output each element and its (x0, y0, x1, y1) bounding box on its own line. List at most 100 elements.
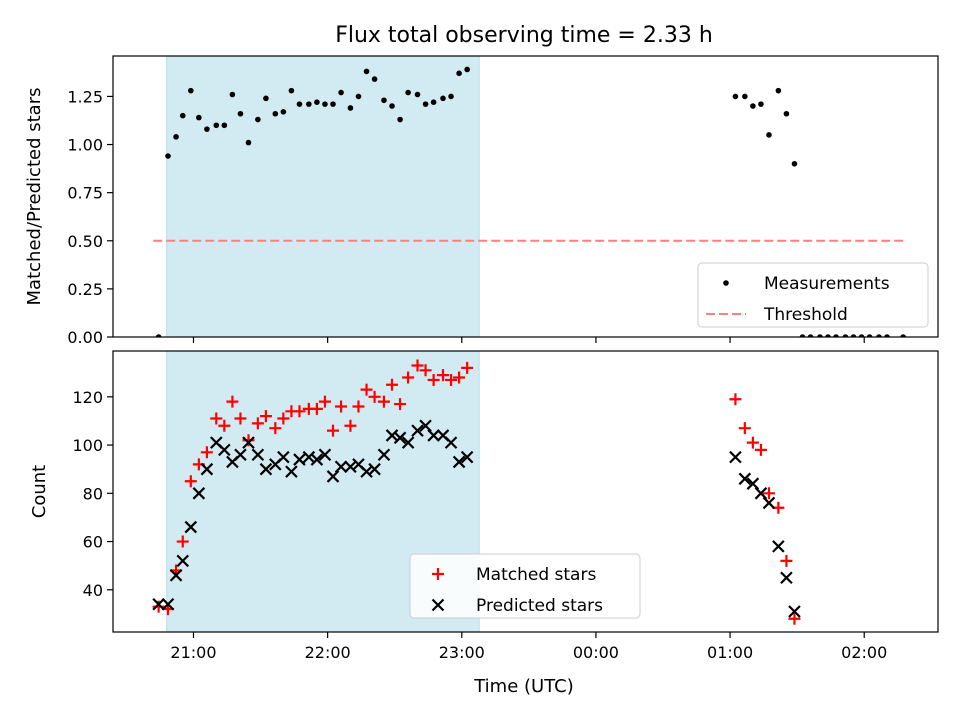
x-tick-label: 02:00 (841, 643, 887, 662)
predicted-star-point (176, 554, 190, 568)
measurement-point (173, 134, 179, 140)
y-tick-label: 60 (83, 533, 103, 552)
y-axis-label: Matched/Predicted stars (24, 88, 45, 306)
measurement-point (245, 139, 252, 146)
measurement-point (833, 334, 839, 337)
x-tick-label: 23:00 (439, 643, 485, 662)
measurement-point (179, 112, 186, 119)
axes-frame (112, 55, 939, 338)
predicted-star-point (259, 462, 273, 476)
legend-box (697, 262, 929, 328)
matched-star-point (762, 487, 775, 500)
y-tick-label: 0.00 (67, 328, 103, 347)
matched-star-point (234, 412, 247, 425)
measurement-point (229, 91, 236, 98)
predicted-star-point (738, 472, 752, 486)
measurement-point (791, 160, 798, 167)
y-tick-label: 1.00 (67, 136, 103, 155)
matched-star-point (259, 410, 272, 423)
measurement-point (876, 334, 882, 337)
y-tick-label: 120 (72, 388, 103, 407)
measurement-point (742, 93, 748, 100)
measurement-point (397, 116, 403, 123)
measurement-point (464, 66, 470, 73)
predicted-star-point (169, 569, 183, 582)
measurement-point (775, 87, 782, 94)
predicted-star-point (419, 419, 432, 433)
predicted-star-point (385, 429, 399, 442)
legend-measurements-marker (723, 280, 729, 286)
measurement-point (263, 95, 269, 102)
measurement-point (204, 126, 210, 132)
predicted-star-point (780, 571, 793, 585)
matched-star-point (411, 359, 424, 372)
predicted-star-point (293, 453, 306, 466)
predicted-star-point (302, 450, 316, 464)
measurement-point (237, 110, 244, 117)
matched-star-point (729, 393, 742, 406)
measurement-point (196, 114, 202, 121)
axes-frame (112, 350, 939, 633)
legend: Matched stars Predicted stars (409, 553, 641, 619)
measurement-point (338, 89, 344, 96)
predicted-star-point (377, 448, 391, 461)
predicted-star-point (251, 448, 265, 461)
matched-star-point (754, 443, 767, 456)
plot-area (153, 66, 906, 337)
plot-area (152, 359, 801, 625)
top-panel: 0.00 0.25 0.50 0.75 1.00 1.25 Matched/Predicte… (24, 55, 939, 347)
predicted-star-point (368, 462, 381, 476)
x-tick-label: 01:00 (707, 643, 753, 662)
measurement-point (280, 109, 287, 115)
measurement-point (405, 89, 411, 96)
measurement-point (799, 334, 806, 337)
measurement-point (389, 103, 395, 109)
y-tick-label: 0.75 (67, 184, 103, 203)
bottom-panel: 40 60 80 100 120 21:00 22:00 23:00 00:00 01:00 02:… (29, 350, 939, 662)
measurement-point (440, 95, 446, 102)
matched-star-point (394, 398, 407, 411)
measurement-point (858, 334, 865, 337)
matched-star-point (218, 419, 231, 432)
x-tick-label: 21:00 (170, 643, 216, 662)
predicted-star-point (772, 540, 785, 553)
measurement-point (188, 87, 194, 94)
matched-star-point (402, 371, 415, 384)
measurement-point (213, 122, 220, 129)
predicted-star-point (452, 455, 466, 469)
measurement-point (355, 93, 362, 100)
measurement-point (272, 110, 279, 117)
measurement-point (414, 91, 421, 98)
x-axis-label: Time (UTC) (473, 676, 574, 697)
measurement-point (371, 76, 378, 82)
measurement-point (165, 153, 171, 159)
matched-star-point (293, 405, 306, 418)
measurement-point (363, 68, 370, 75)
matched-star-point (152, 600, 165, 613)
predicted-star-point (200, 462, 214, 476)
predicted-star-point (746, 477, 760, 490)
measurement-point (322, 101, 328, 107)
predicted-star-point (161, 597, 175, 611)
predicted-star-point (360, 465, 373, 478)
measurement-point (825, 334, 831, 337)
predicted-star-point (184, 520, 198, 534)
measurement-point (866, 334, 873, 337)
predicted-star-point (444, 436, 458, 449)
matched-star-point (210, 412, 223, 425)
measurement-point (884, 334, 890, 337)
legend-predicted-marker (431, 598, 445, 612)
predicted-star-point (401, 436, 415, 449)
legend: Measurements Threshold (697, 262, 929, 328)
measurement-point (430, 99, 437, 105)
y-tick-label: 40 (83, 581, 103, 600)
y-tick-label: 0.50 (67, 232, 103, 251)
measurement-point (314, 99, 320, 105)
matched-star-point (445, 373, 458, 386)
measurement-point (750, 103, 756, 109)
measurement-point (783, 110, 790, 117)
measurement-point (456, 70, 462, 77)
matched-star-point (386, 378, 399, 391)
predicted-star-point (788, 605, 801, 618)
predicted-star-point (277, 450, 290, 464)
